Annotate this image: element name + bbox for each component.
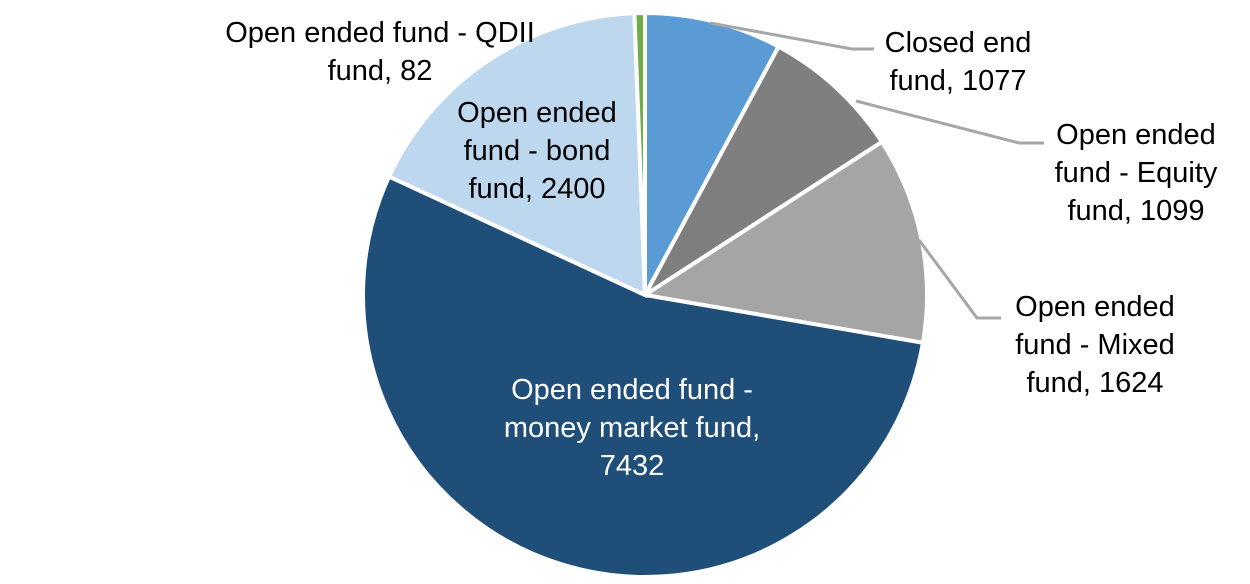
leader-line-mixed-fund (917, 239, 1001, 320)
data-label-mixed-fund: Open ended fund - Mixed fund, 1624 (1015, 291, 1175, 399)
data-label-closed-end-fund: Closed end fund, 1077 (884, 27, 1032, 97)
data-label-qdii-fund: Open ended fund - QDII fund, 82 (225, 17, 535, 87)
pie-slice-closed-end-fund (643, 10, 782, 296)
leader-line-closed-end-fund (709, 21, 874, 51)
leader-line-equity-fund (855, 99, 1044, 145)
pie-slice-open-ended-fund-qdii-fund (632, 10, 647, 296)
data-label-equity-fund: Open ended fund - Equity fund, 1099 (1054, 119, 1218, 227)
pie-slice-open-ended-fund-equity-fund (643, 43, 885, 297)
pie-slice-open-ended-fund-bond-fund (386, 11, 648, 299)
pie-slice-open-ended-fund-money-market-fund (361, 173, 926, 579)
pie-slices (361, 10, 929, 579)
data-label-bond-fund: Open ended fund - bond fund, 2400 (457, 97, 617, 205)
pie-slice-open-ended-fund-mixed-fund (639, 139, 929, 346)
data-label-money-market-fund: Open ended fund - money market fund, 743… (503, 374, 761, 482)
